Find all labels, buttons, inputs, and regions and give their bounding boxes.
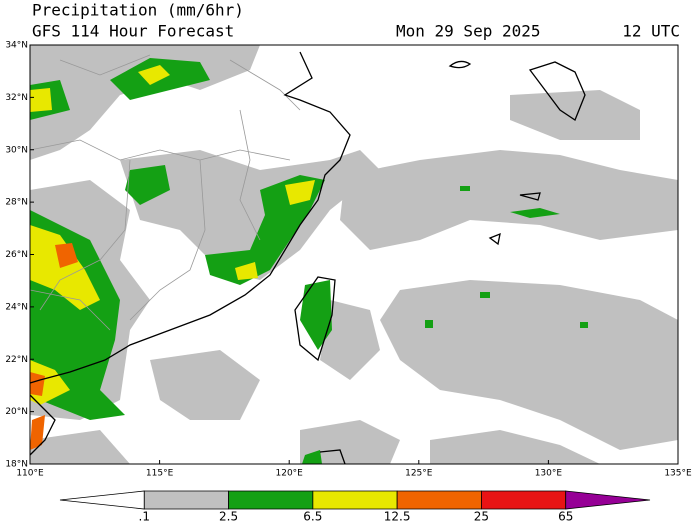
borders <box>29 54 301 331</box>
lon-label: 120°E <box>276 469 304 479</box>
lon-label: 130°E <box>535 469 563 479</box>
lon-label: 135°E <box>664 469 692 479</box>
map-area <box>29 44 679 465</box>
lat-label: 18°N <box>5 460 28 470</box>
colorbar-label: 65 <box>558 510 573 524</box>
title: Precipitation (mm/6hr) <box>32 1 244 20</box>
colorbar-segment <box>312 490 398 510</box>
subtitle: GFS 114 Hour Forecast <box>32 22 234 41</box>
colorbar: .1 2.5 6.5 12.5 25 65 <box>59 490 651 524</box>
lat-label: 24°N <box>5 302 28 312</box>
colorbar-segment <box>481 490 567 510</box>
lat-label: 28°N <box>5 198 28 208</box>
colorbar-segment <box>396 490 482 510</box>
date: Mon 29 Sep 2025 <box>396 22 541 41</box>
lat-label: 34°N <box>5 41 28 51</box>
coastline <box>29 51 586 465</box>
colorbar-label: 25 <box>474 510 489 524</box>
lat-label: 26°N <box>5 250 28 260</box>
colorbar-segment <box>59 490 145 510</box>
lon-label: 110°E <box>16 469 44 479</box>
lon-label: 115°E <box>146 469 174 479</box>
time: 12 UTC <box>622 22 680 41</box>
precip-intense <box>30 243 78 450</box>
precip-heavy <box>30 65 315 405</box>
colorbar-segment <box>143 490 229 510</box>
lat-label: 30°N <box>5 145 28 155</box>
colorbar-segment <box>565 490 651 510</box>
lat-label: 22°N <box>5 355 28 365</box>
colorbar-label: 2.5 <box>219 510 238 524</box>
lon-label: 125°E <box>405 469 433 479</box>
colorbar-segment <box>228 490 314 510</box>
lat-label: 32°N <box>5 93 28 103</box>
colorbar-label: .1 <box>139 510 150 524</box>
colorbar-label: 12.5 <box>384 510 411 524</box>
lat-label: 20°N <box>5 407 28 417</box>
colorbar-label: 6.5 <box>303 510 322 524</box>
graticule-labels: 34°N 32°N 30°N 28°N 26°N 24°N 22°N 20°N 18°N110°… <box>5 41 692 479</box>
